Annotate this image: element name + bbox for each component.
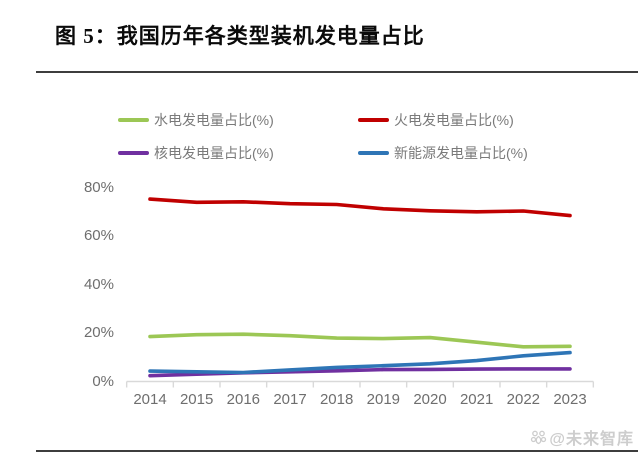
watermark-text: @未来智库: [549, 431, 634, 448]
y-axis-tick-label: 40%: [83, 275, 114, 293]
y-axis-tick-label: 60%: [83, 227, 114, 244]
bottom-divider: [36, 450, 638, 452]
hydro-series-line: [148, 332, 572, 349]
legend-label-nuclear: 核电发电量占比(%): [154, 145, 274, 161]
title-divider: [36, 71, 638, 73]
watermark: @未来智库: [530, 425, 634, 449]
x-axis-tick-label: 2023: [553, 391, 587, 408]
legend-label-hydro: 水电发电量占比(%): [154, 112, 274, 128]
thermal-line-swatch: [358, 118, 389, 122]
y-axis-tick-label: 80%: [83, 178, 114, 196]
new-energy-series-line: [148, 350, 572, 375]
legend-label-new-energy: 新能源发电量占比(%): [394, 145, 528, 161]
x-axis-tick-label: 2015: [179, 391, 214, 408]
nuclear-line-swatch: [118, 151, 149, 155]
x-axis-tick-label: 2022: [506, 391, 541, 408]
paw-flower-icon: [531, 430, 547, 444]
legend-item-new-energy: 新能源发电量占比(%): [358, 142, 578, 164]
x-axis-tick-label: 2017: [273, 391, 307, 408]
x-axis-tick-label: 2018: [319, 391, 354, 408]
y-axis-tick-label: 20%: [83, 324, 114, 341]
legend-item-thermal: 火电发电量占比(%): [358, 109, 578, 131]
chart-legend: 水电发电量占比(%) 火电发电量占比(%) 核电发电量占比(%) 新能源发电量占…: [118, 109, 578, 164]
figure-title: 图 5：我国历年各类型装机发电量占比: [55, 24, 425, 48]
legend-item-nuclear: 核电发电量占比(%): [118, 142, 358, 164]
y-axis-tick-label: 0%: [92, 372, 114, 390]
new-energy-line-swatch: [358, 151, 389, 155]
x-axis-tick-label: 2016: [226, 391, 261, 408]
legend-item-hydro: 水电发电量占比(%): [118, 109, 358, 131]
legend-label-thermal: 火电发电量占比(%): [394, 112, 514, 128]
x-axis-tick-label: 2014: [133, 391, 167, 408]
x-axis-tick-label: 2020: [413, 391, 447, 408]
hydro-line-swatch: [118, 118, 149, 122]
thermal-series-line: [148, 197, 572, 218]
x-axis-tick-label: 2021: [459, 391, 494, 408]
x-axis-tick-label: 2019: [366, 391, 401, 408]
